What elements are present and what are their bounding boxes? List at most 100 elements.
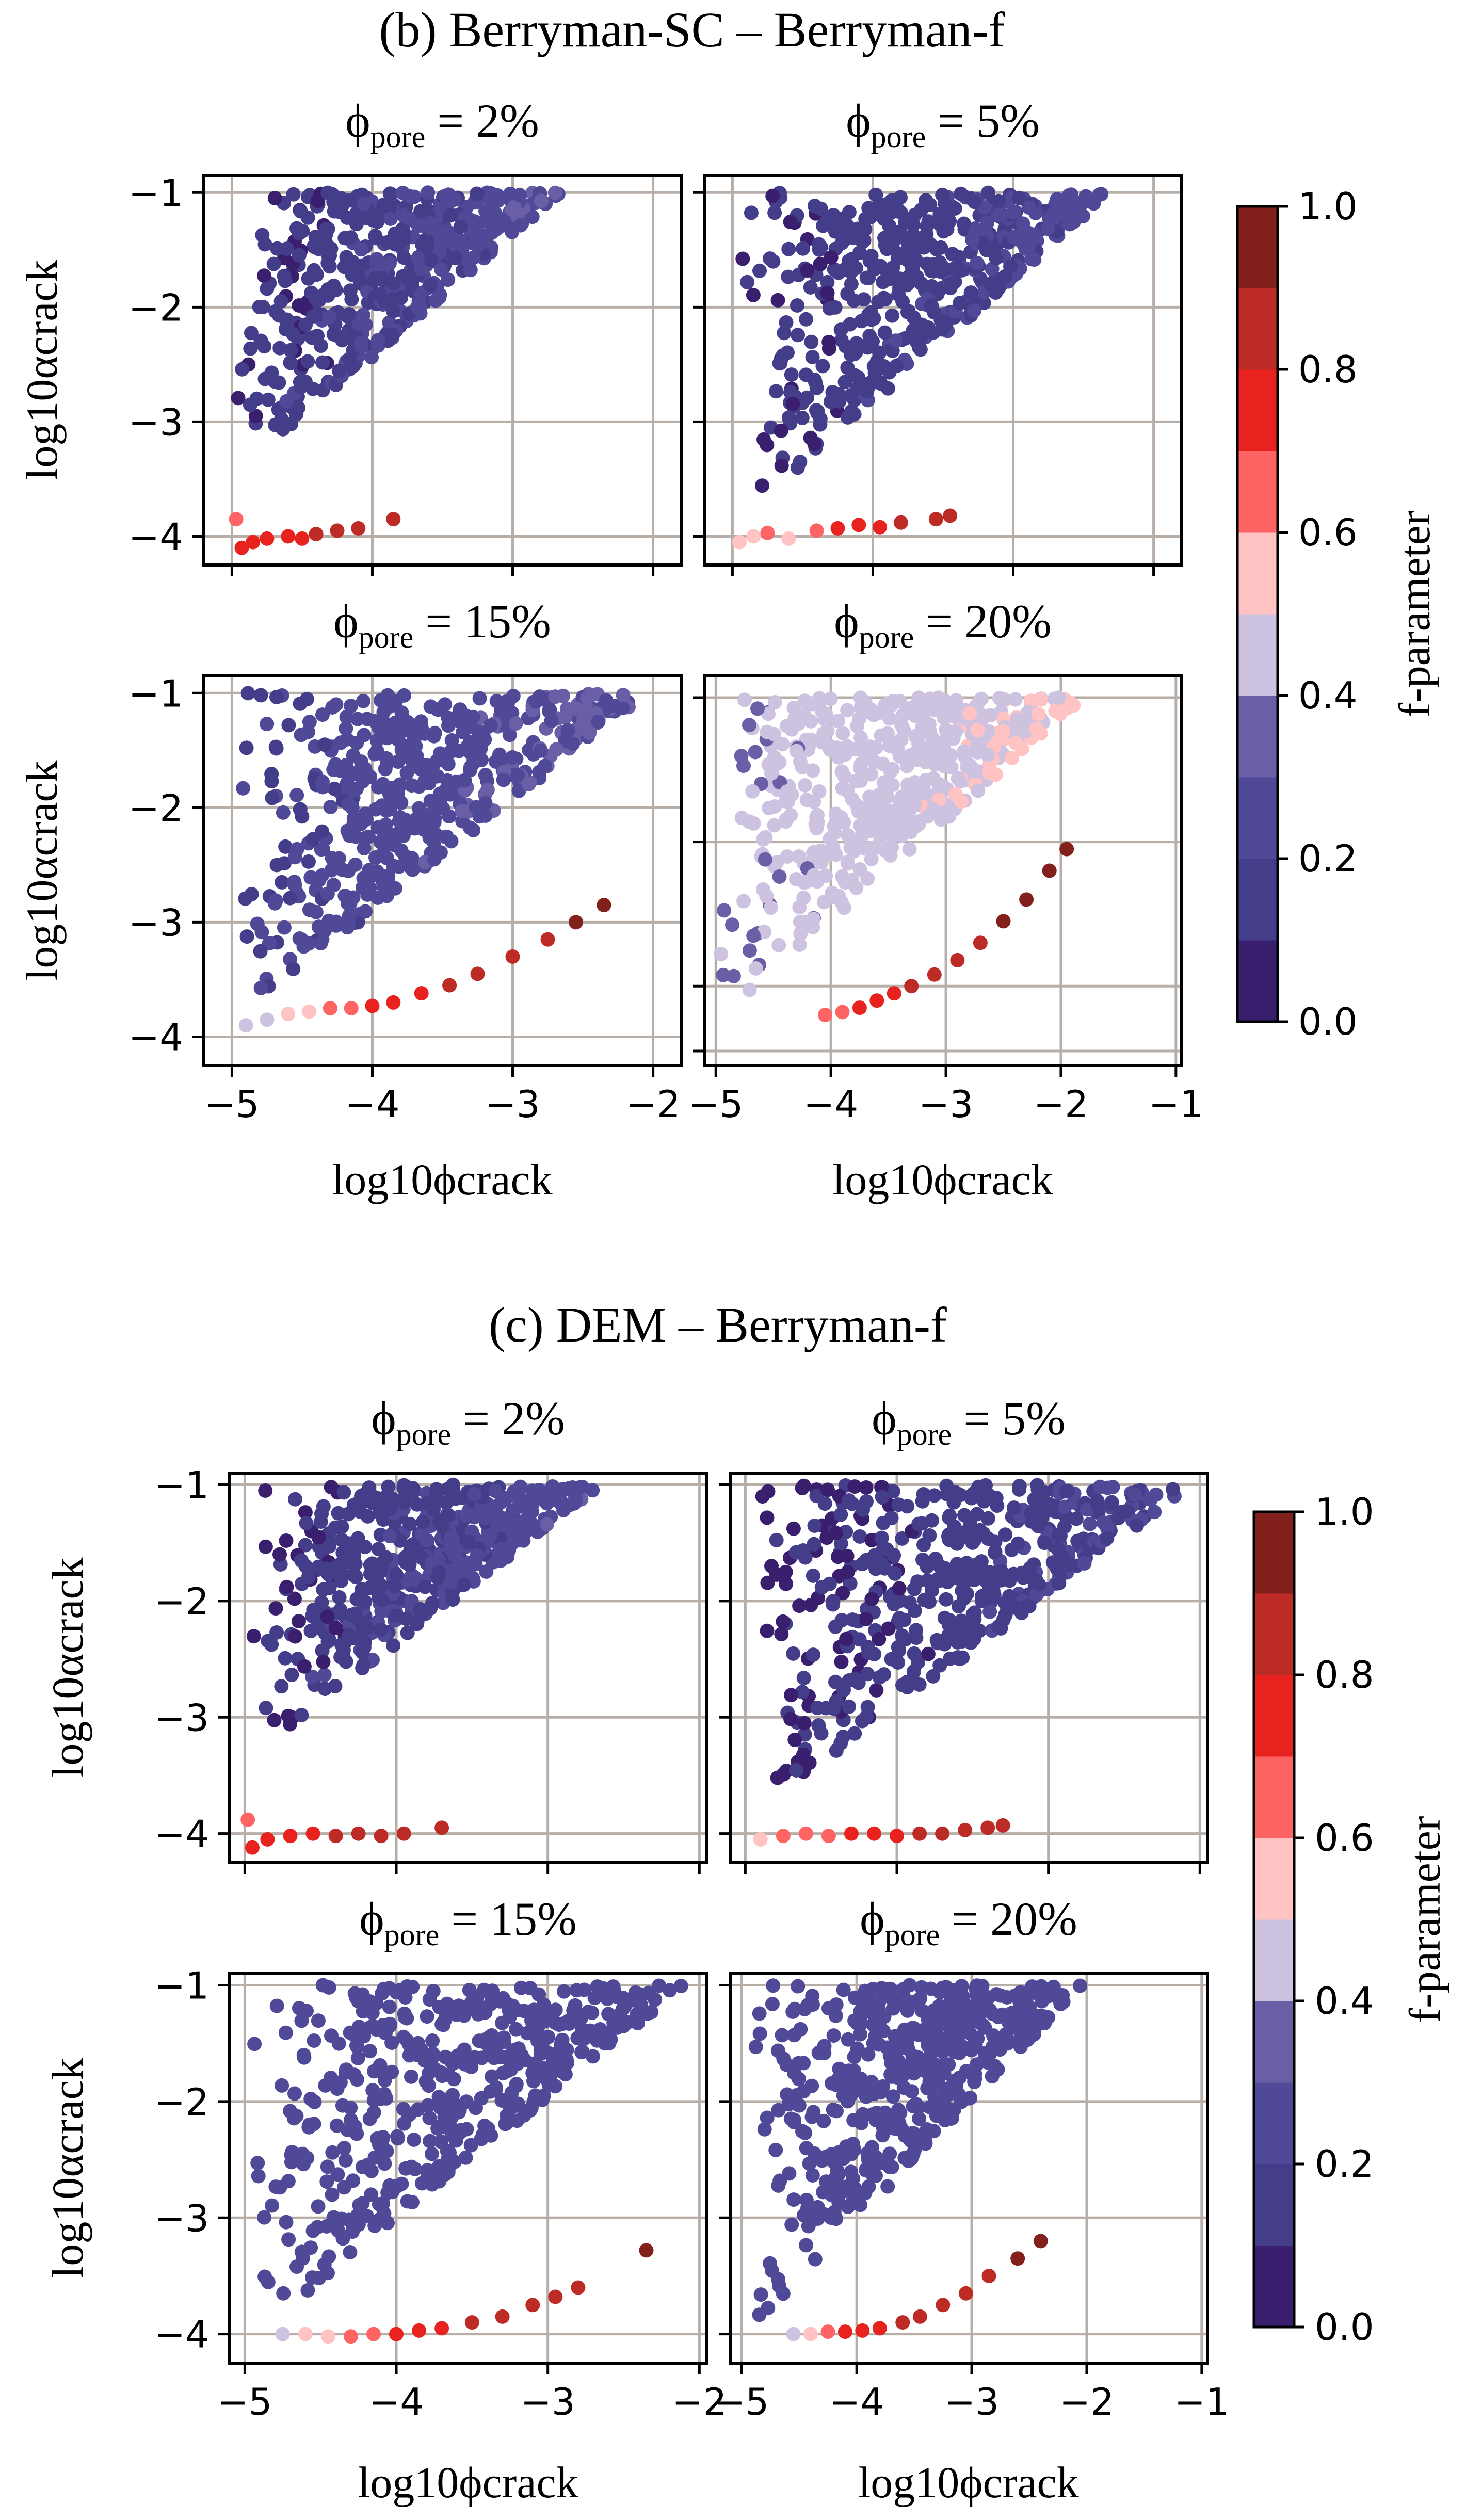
scatter-point-c-3 bbox=[896, 1982, 911, 1997]
scatter-point-c-2 bbox=[356, 2004, 370, 2019]
scatter-point-b-2 bbox=[569, 701, 584, 716]
scatter-point-c-1 bbox=[981, 1583, 996, 1598]
scatter-point-b-3 bbox=[828, 847, 843, 862]
scatter-point-b-3 bbox=[767, 726, 782, 741]
scatter-point-b-2 bbox=[423, 699, 438, 714]
scatter-point-b-1 bbox=[1021, 239, 1036, 254]
tail-point-b-2 bbox=[597, 898, 611, 913]
tail-point-c-0 bbox=[374, 1829, 389, 1844]
scatter-point-c-3 bbox=[847, 2013, 862, 2028]
scatter-point-b-3 bbox=[742, 943, 757, 958]
colorbar-block bbox=[1237, 451, 1278, 533]
scatter-point-b-1 bbox=[844, 277, 859, 292]
scatter-point-c-0 bbox=[432, 1514, 447, 1529]
scatter-point-c-3 bbox=[1073, 1978, 1087, 1993]
scatter-point-c-2 bbox=[444, 2128, 459, 2143]
scatter-point-c-0 bbox=[317, 1668, 332, 1682]
scatter-point-b-0 bbox=[243, 397, 257, 412]
scatter-point-c-0 bbox=[414, 1606, 429, 1621]
scatter-point-c-2 bbox=[390, 2129, 405, 2144]
tail-point-b-2 bbox=[323, 1001, 337, 1015]
scatter-point-c-3 bbox=[939, 2082, 954, 2097]
scatter-point-c-3 bbox=[828, 2008, 843, 2023]
tail-point-c-2 bbox=[298, 2327, 313, 2341]
xtick-label-c-2: −4 bbox=[369, 2380, 424, 2424]
scatter-point-c-1 bbox=[877, 1561, 892, 1576]
scatter-point-c-3 bbox=[920, 2122, 935, 2137]
scatter-point-c-2 bbox=[411, 2036, 426, 2050]
scatter-point-c-1 bbox=[965, 1535, 980, 1550]
scatter-point-b-0 bbox=[466, 250, 481, 265]
scatter-point-c-3 bbox=[771, 2103, 786, 2118]
scatter-point-c-0 bbox=[512, 1481, 527, 1496]
xtick-label-c-3: −1 bbox=[1174, 2380, 1229, 2424]
scatter-point-b-1 bbox=[849, 261, 863, 276]
scatter-point-b-2 bbox=[508, 716, 523, 731]
scatter-point-c-3 bbox=[765, 2263, 780, 2278]
scatter-point-c-3 bbox=[855, 2000, 870, 2015]
scatter-point-c-1 bbox=[1058, 1484, 1073, 1499]
scatter-point-b-1 bbox=[919, 193, 933, 208]
scatter-point-c-2 bbox=[537, 2014, 552, 2029]
scatter-point-c-1 bbox=[814, 1580, 829, 1595]
scatter-point-c-3 bbox=[846, 2113, 861, 2128]
scatter-point-c-3 bbox=[843, 2073, 858, 2088]
scatter-point-b-3 bbox=[868, 740, 883, 755]
scatter-point-b-3 bbox=[742, 982, 757, 997]
scatter-point-b-0 bbox=[364, 350, 379, 365]
scatter-point-b-1 bbox=[740, 274, 755, 289]
scatter-point-b-2 bbox=[432, 746, 447, 761]
tail-point-b-1 bbox=[746, 529, 761, 544]
scatter-point-b-1 bbox=[774, 423, 788, 438]
scatter-point-c-1 bbox=[840, 1565, 855, 1579]
scatter-point-c-2 bbox=[485, 2069, 500, 2084]
scatter-point-c-2 bbox=[495, 2015, 510, 2030]
scatter-point-c-2 bbox=[377, 1981, 392, 1996]
scatter-point-c-2 bbox=[278, 2025, 293, 2040]
scatter-point-c-2 bbox=[442, 2159, 457, 2174]
scatter-point-c-3 bbox=[768, 2142, 783, 2157]
scatter-point-c-2 bbox=[589, 2029, 604, 2044]
scatter-point-c-0 bbox=[497, 1548, 512, 1563]
scatter-point-c-0 bbox=[316, 1499, 331, 1514]
scatter-point-c-1 bbox=[764, 1559, 779, 1574]
scatter-point-b-3 bbox=[981, 724, 995, 739]
tail-point-b-3 bbox=[950, 952, 965, 967]
scatter-point-c-2 bbox=[422, 1992, 437, 2007]
scatter-point-b-2 bbox=[615, 701, 630, 716]
group-title-c: (c) DEM – Berryman-f bbox=[489, 1297, 947, 1352]
tail-point-c-2 bbox=[389, 2327, 404, 2341]
scatter-point-c-3 bbox=[829, 2211, 844, 2226]
tail-point-c-1 bbox=[935, 1826, 950, 1841]
scatter-point-b-0 bbox=[432, 287, 447, 302]
scatter-point-c-1 bbox=[991, 1619, 1006, 1634]
scatter-point-c-2 bbox=[423, 2050, 438, 2065]
tail-point-b-3 bbox=[996, 914, 1011, 929]
scatter-point-b-1 bbox=[888, 333, 903, 348]
scatter-point-c-0 bbox=[565, 1480, 580, 1495]
scatter-point-c-0 bbox=[405, 1546, 420, 1561]
scatter-point-b-0 bbox=[354, 242, 368, 257]
scatter-point-b-3 bbox=[734, 811, 749, 826]
scatter-point-c-2 bbox=[369, 1996, 384, 2011]
scatter-point-c-3 bbox=[785, 2004, 800, 2019]
scatter-point-b-0 bbox=[248, 409, 263, 424]
scatter-point-c-3 bbox=[804, 2109, 819, 2124]
scatter-point-b-2 bbox=[289, 788, 304, 803]
scatter-point-b-1 bbox=[929, 242, 944, 256]
scatter-point-c-2 bbox=[279, 2215, 294, 2230]
xtick-label-b-2: −4 bbox=[345, 1083, 399, 1126]
scatter-point-c-1 bbox=[892, 1581, 907, 1596]
tail-point-b-1 bbox=[873, 520, 888, 535]
tail-point-c-0 bbox=[260, 1832, 275, 1847]
scatter-point-b-3 bbox=[853, 818, 868, 833]
scatter-point-b-2 bbox=[299, 692, 314, 706]
tail-point-c-1 bbox=[867, 1826, 881, 1841]
ytick-label-b-0: −4 bbox=[128, 515, 183, 558]
scatter-point-c-3 bbox=[786, 2192, 801, 2207]
scatter-point-b-0 bbox=[370, 333, 385, 348]
scatter-point-c-0 bbox=[261, 1634, 276, 1649]
scatter-point-b-2 bbox=[358, 904, 373, 919]
scatter-point-c-1 bbox=[829, 1694, 844, 1709]
scatter-point-b-3 bbox=[877, 826, 892, 841]
